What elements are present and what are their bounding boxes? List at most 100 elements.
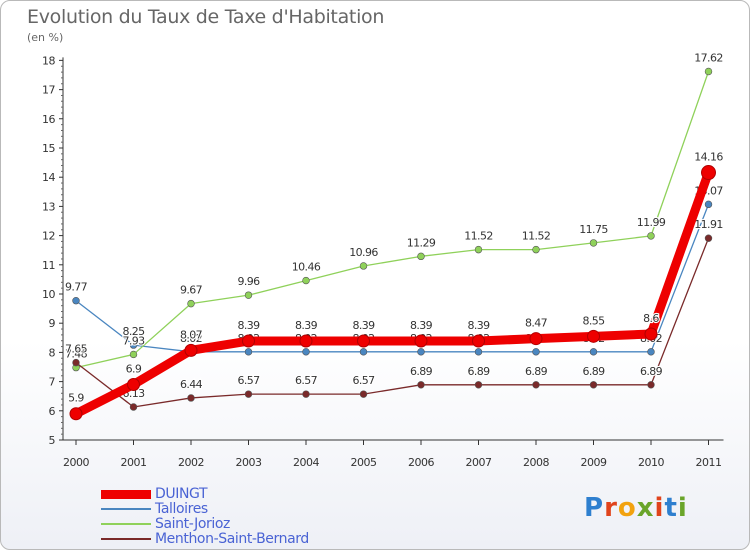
- y-tick-label: 8: [49, 346, 56, 359]
- data-label-menthon-saint-bernard: 6.89: [640, 365, 663, 378]
- legend-label: DUINGT: [155, 486, 208, 502]
- data-point-menthon-saint-bernard: [589, 381, 598, 389]
- data-label-duingt: 8.39: [410, 319, 433, 332]
- brand-logo: Proxiti: [584, 493, 688, 523]
- data-point-saint-jorioz: [704, 67, 713, 76]
- data-point-duingt: [529, 332, 543, 346]
- data-label-saint-jorioz: 11.75: [579, 223, 608, 236]
- data-label-duingt: 5.9: [68, 392, 84, 405]
- x-tick-label: 2008: [523, 456, 549, 469]
- data-point-talloires: [72, 297, 80, 305]
- data-label-duingt: 6.9: [126, 363, 142, 376]
- data-point-duingt: [472, 334, 485, 348]
- data-point-talloires: [417, 348, 425, 356]
- data-point-duingt: [414, 334, 428, 348]
- x-tick-label: 2011: [696, 456, 722, 469]
- data-label-menthon-saint-bernard: 6.89: [467, 365, 490, 378]
- legend-swatch: [101, 508, 151, 510]
- data-label-menthon-saint-bernard: 7.65: [65, 343, 88, 356]
- data-label-talloires: 9.77: [65, 281, 88, 294]
- data-point-talloires: [244, 348, 253, 356]
- data-point-saint-jorioz: [647, 232, 655, 240]
- data-point-menthon-saint-bernard: [302, 390, 310, 398]
- x-tick-label: 2009: [581, 456, 607, 469]
- data-label-duingt: 14.16: [694, 151, 723, 164]
- legend-label: Talloires: [155, 501, 208, 517]
- data-point-menthon-saint-bernard: [129, 403, 138, 411]
- data-point-talloires: [474, 348, 483, 356]
- data-label-menthon-saint-bernard: 6.89: [582, 365, 605, 378]
- data-point-menthon-saint-bernard: [72, 358, 80, 367]
- data-label-duingt: 8.55: [582, 314, 605, 327]
- data-label-duingt: 8.39: [352, 319, 375, 332]
- legend-label: Menthon-Saint-Bernard: [155, 531, 309, 547]
- series-line-menthon-saint-bernard: [75, 237, 710, 408]
- data-point-talloires: [359, 348, 368, 356]
- data-label-menthon-saint-bernard: 6.57: [295, 374, 318, 387]
- data-label-saint-jorioz: 11.52: [464, 230, 493, 243]
- series-line-saint-jorioz: [75, 70, 710, 369]
- series-line-duingt: [71, 168, 713, 419]
- data-point-saint-jorioz: [474, 245, 483, 254]
- legend-swatch: [101, 538, 151, 540]
- data-point-duingt: [644, 327, 658, 341]
- data-label-saint-jorioz: 7.48: [65, 348, 88, 361]
- data-label-duingt: 8.6: [643, 312, 659, 325]
- data-point-duingt: [127, 378, 140, 392]
- data-point-saint-jorioz: [244, 291, 253, 299]
- data-point-saint-jorioz: [417, 252, 425, 261]
- y-tick-label: 15: [42, 142, 55, 155]
- x-tick-label: 2003: [236, 456, 262, 469]
- y-tick-label: 14: [42, 171, 55, 184]
- brand-letter: t: [664, 493, 678, 523]
- x-tick-label: 2000: [63, 456, 89, 469]
- x-tick-label: 2005: [351, 456, 377, 469]
- data-point-talloires: [589, 348, 598, 356]
- data-point-menthon-saint-bernard: [244, 390, 253, 398]
- data-point-menthon-saint-bernard: [417, 381, 425, 389]
- x-tick-label: 2001: [121, 456, 147, 469]
- data-point-saint-jorioz: [187, 299, 195, 308]
- brand-letter: r: [604, 493, 618, 523]
- data-label-talloires: 8.02: [180, 332, 202, 345]
- data-label-saint-jorioz: 10.96: [349, 246, 378, 259]
- data-point-duingt: [299, 334, 313, 348]
- x-tick-label: 2002: [178, 456, 204, 469]
- data-label-menthon-saint-bernard: 6.57: [352, 374, 375, 387]
- data-point-menthon-saint-bernard: [532, 381, 540, 389]
- data-point-duingt: [701, 165, 716, 181]
- data-label-duingt: 8.47: [525, 317, 548, 330]
- legend-label: Saint-Jorioz: [155, 516, 231, 532]
- x-tick-label: 2010: [638, 456, 664, 469]
- data-point-saint-jorioz: [359, 262, 368, 270]
- data-point-duingt: [69, 407, 83, 421]
- series-line-talloires: [75, 203, 710, 353]
- data-point-saint-jorioz: [302, 276, 310, 285]
- data-label-duingt: 8.07: [180, 328, 203, 341]
- y-tick-label: 10: [42, 288, 55, 301]
- data-label-menthon-saint-bernard: 6.44: [180, 378, 203, 391]
- data-point-duingt: [587, 329, 600, 343]
- y-tick-label: 17: [42, 84, 55, 97]
- data-point-talloires: [129, 341, 138, 349]
- brand-letter: P: [584, 493, 605, 523]
- data-label-saint-jorioz: 17.62: [694, 51, 723, 64]
- data-label-menthon-saint-bernard: 11.91: [694, 218, 723, 231]
- data-label-saint-jorioz: 10.46: [292, 261, 321, 274]
- data-label-duingt: 8.39: [295, 319, 318, 332]
- y-tick-label: 16: [42, 113, 55, 126]
- data-label-talloires: 8.25: [122, 325, 145, 338]
- data-label-duingt: 8.39: [467, 319, 490, 332]
- data-point-talloires: [302, 348, 310, 356]
- data-point-menthon-saint-bernard: [647, 381, 655, 389]
- data-point-saint-jorioz: [129, 350, 138, 359]
- brand-letter: i: [677, 493, 688, 523]
- data-label-menthon-saint-bernard: 6.89: [525, 365, 548, 378]
- data-point-menthon-saint-bernard: [187, 394, 195, 402]
- y-tick-label: 7: [49, 376, 56, 389]
- brand-letter: o: [617, 493, 637, 523]
- y-tick-label: 12: [42, 230, 55, 243]
- data-label-saint-jorioz: 11.52: [522, 230, 551, 243]
